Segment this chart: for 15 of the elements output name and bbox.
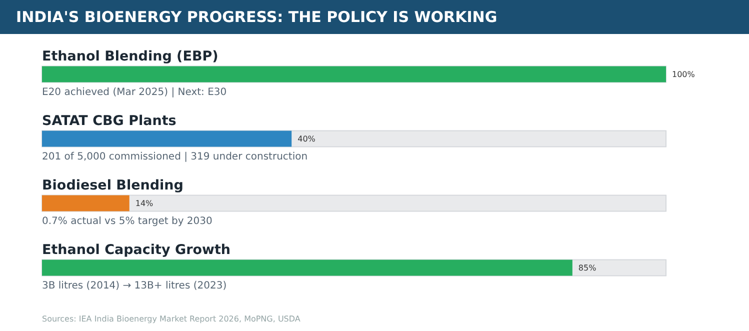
data-label: 85% [578,263,597,272]
source-note: Sources: IEA India Bioenergy Market Report 2026, MoPNG, USDA [42,314,301,324]
y-tick-label: Biodiesel Blending [42,177,184,194]
annotation: 0.7% actual vs 5% target by 2030 [42,216,212,227]
annotation: E20 achieved (Mar 2025) | Next: E30 [42,86,227,98]
data-label: 14% [135,198,154,208]
data-label: 40% [298,134,316,144]
y-tick-label: SATAT CBG Plants [42,112,176,129]
y-tick-label: Ethanol Capacity Growth [42,242,231,258]
annotation: 201 of 5,000 commissioned | 319 under construction [42,151,308,162]
y-tick-label: Ethanol Blending (EBP) [42,48,218,64]
bar [42,195,130,212]
chart-title: INDIA'S BIOENERGY PROGRESS: THE POLICY IS WORKING [0,0,749,34]
annotation: 3B litres (2014) → 13B+ litres (2023) [42,280,227,292]
data-label: 100% [672,70,696,79]
